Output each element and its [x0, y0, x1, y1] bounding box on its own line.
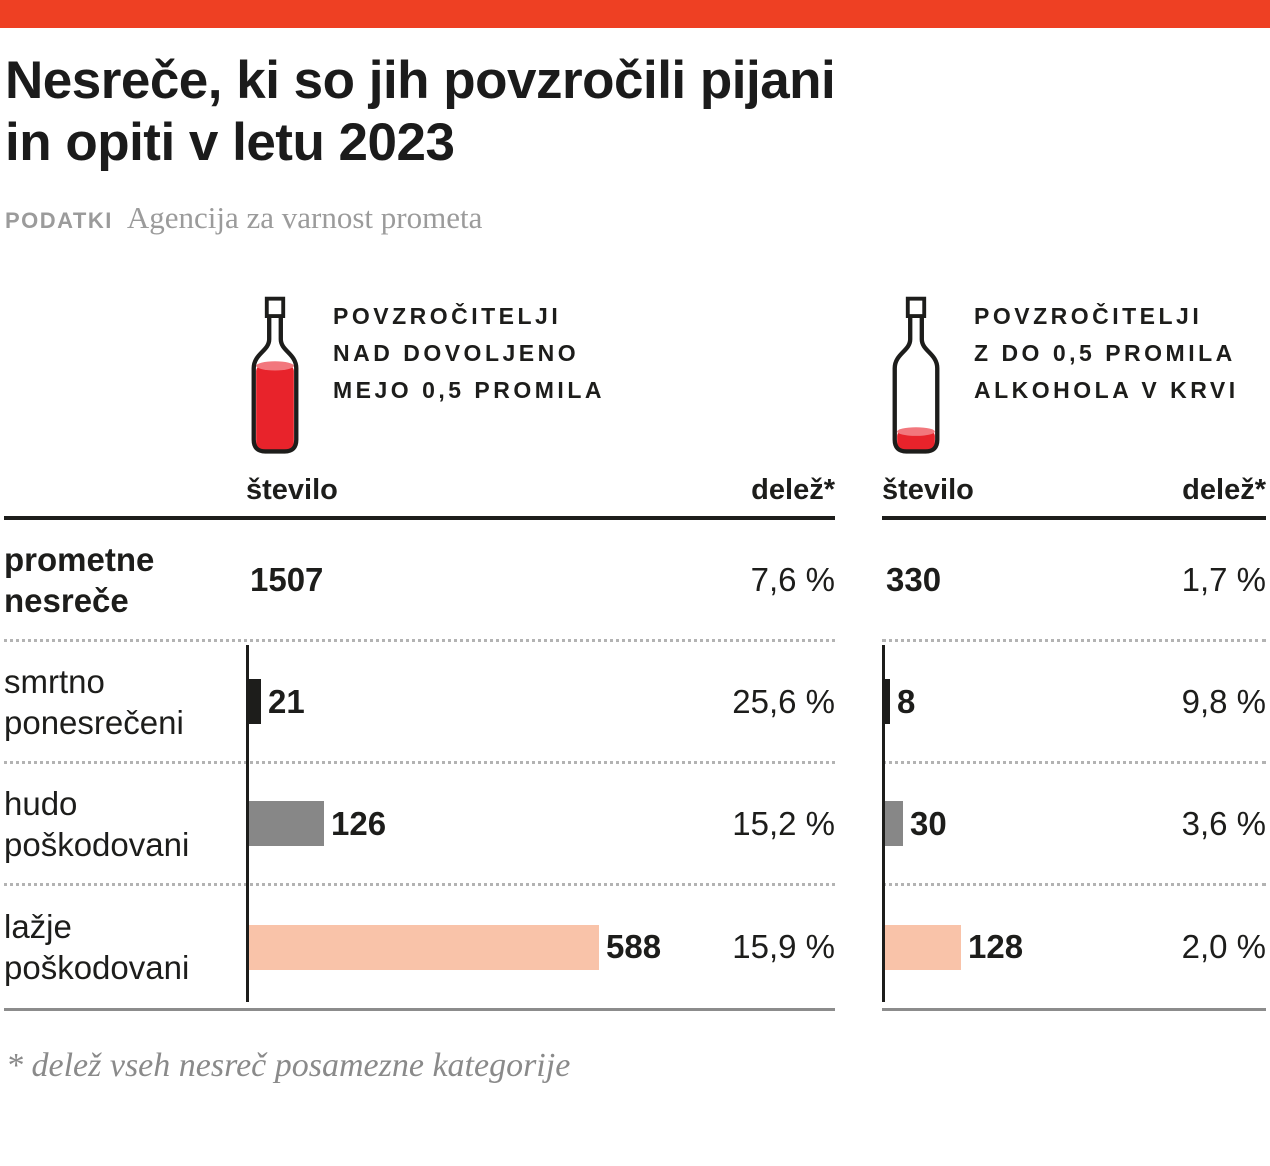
bar-cell: 21 — [246, 679, 650, 724]
row-value: 128 — [968, 928, 1024, 965]
bar-cell: 126 — [246, 801, 650, 846]
table-row: smrtno ponesrečeni 21 25,6 % — [4, 642, 835, 764]
bar — [249, 924, 599, 970]
row-label: hudo poškodovani — [4, 784, 190, 863]
bar — [885, 679, 890, 724]
table-bottom-rule — [882, 1008, 1266, 1011]
source-line: PODATKI Agencija za varnost prometa — [5, 200, 1270, 236]
row-share: 15,9 % — [732, 928, 835, 965]
table-header: število delež* — [882, 474, 1266, 520]
source-kicker: PODATKI — [5, 208, 113, 233]
bar-cell: 30 — [882, 801, 1081, 846]
table-bottom-rule — [4, 1008, 835, 1011]
column-header-share: delež* — [751, 474, 835, 506]
row-label: lažje poškodovani — [4, 908, 190, 986]
bottle-low-icon — [892, 296, 940, 454]
bar — [885, 801, 903, 846]
row-share: 15,2 % — [732, 804, 835, 842]
table-row: lažje poškodovani 588 15,9 % — [4, 886, 835, 1008]
table-row: prometne nesreče 1507 7,6 % — [4, 520, 835, 642]
bottle-full-icon — [251, 296, 299, 454]
group-caption: POVZROČITELJI Z DO 0,5 PROMILA ALKOHOLA … — [974, 303, 1239, 403]
page-title: Nesreče, ki so jih povzročili pijani in … — [5, 51, 836, 172]
table-body: 330 1,7 % 8 9,8 % 30 3,6 % — [882, 520, 1266, 1008]
two-column-tables: POVZROČITELJI NAD DOVOLJENO MEJO 0,5 PRO… — [4, 293, 1270, 1011]
row-share: 3,6 % — [1181, 804, 1266, 842]
row-value: 330 — [886, 560, 942, 598]
row-share: 2,0 % — [1181, 928, 1266, 965]
bar-cell: 8 — [882, 679, 1081, 724]
row-share: 1,7 % — [1181, 560, 1266, 598]
table-row: 8 9,8 % — [882, 642, 1266, 764]
source-name: Agencija za varnost prometa — [126, 200, 483, 235]
column-header-over-limit: POVZROČITELJI NAD DOVOLJENO MEJO 0,5 PRO… — [4, 293, 835, 459]
group-caption: POVZROČITELJI NAD DOVOLJENO MEJO 0,5 PRO… — [333, 303, 605, 403]
bar-cell: 588 — [246, 924, 661, 970]
bar — [249, 801, 324, 846]
column-over-limit: POVZROČITELJI NAD DOVOLJENO MEJO 0,5 PRO… — [4, 293, 835, 1011]
column-header-under-limit: POVZROČITELJI Z DO 0,5 PROMILA ALKOHOLA … — [882, 293, 1266, 459]
top-accent-bar — [0, 0, 1270, 28]
footnote: * delež vseh nesreč posamezne kategorije — [6, 1047, 571, 1084]
table-body: prometne nesreče 1507 7,6 % smrtno pones… — [4, 520, 835, 1008]
bar-cell: 1507 — [246, 561, 650, 599]
row-label: smrtno ponesrečeni — [4, 662, 184, 741]
row-share: 9,8 % — [1181, 682, 1266, 720]
table-row: hudo poškodovani 126 15,2 % — [4, 764, 835, 886]
bar-cell: 128 — [882, 924, 1081, 970]
table-header: število delež* — [4, 474, 835, 520]
bar-cell: 330 — [882, 561, 1081, 599]
row-value: 126 — [331, 804, 387, 842]
row-value: 30 — [910, 804, 947, 842]
row-value: 8 — [897, 682, 916, 720]
table-row: 330 1,7 % — [882, 520, 1266, 642]
column-under-limit: POVZROČITELJI Z DO 0,5 PROMILA ALKOHOLA … — [882, 293, 1266, 1011]
row-value: 1507 — [250, 560, 324, 598]
row-share: 25,6 % — [732, 682, 835, 720]
row-value: 588 — [606, 928, 662, 965]
table-row: 30 3,6 % — [882, 764, 1266, 886]
column-header-share: delež* — [1182, 474, 1266, 506]
table-row: 128 2,0 % — [882, 886, 1266, 1008]
row-value: 21 — [268, 682, 305, 720]
row-label: prometne nesreče — [4, 540, 155, 619]
bar — [885, 924, 961, 970]
column-header-number: število — [246, 474, 338, 506]
bar-axis-line — [246, 645, 249, 1002]
bar-axis-line — [882, 645, 885, 1002]
row-share: 7,6 % — [750, 560, 835, 598]
column-header-number: število — [882, 474, 974, 506]
bar — [249, 679, 261, 724]
